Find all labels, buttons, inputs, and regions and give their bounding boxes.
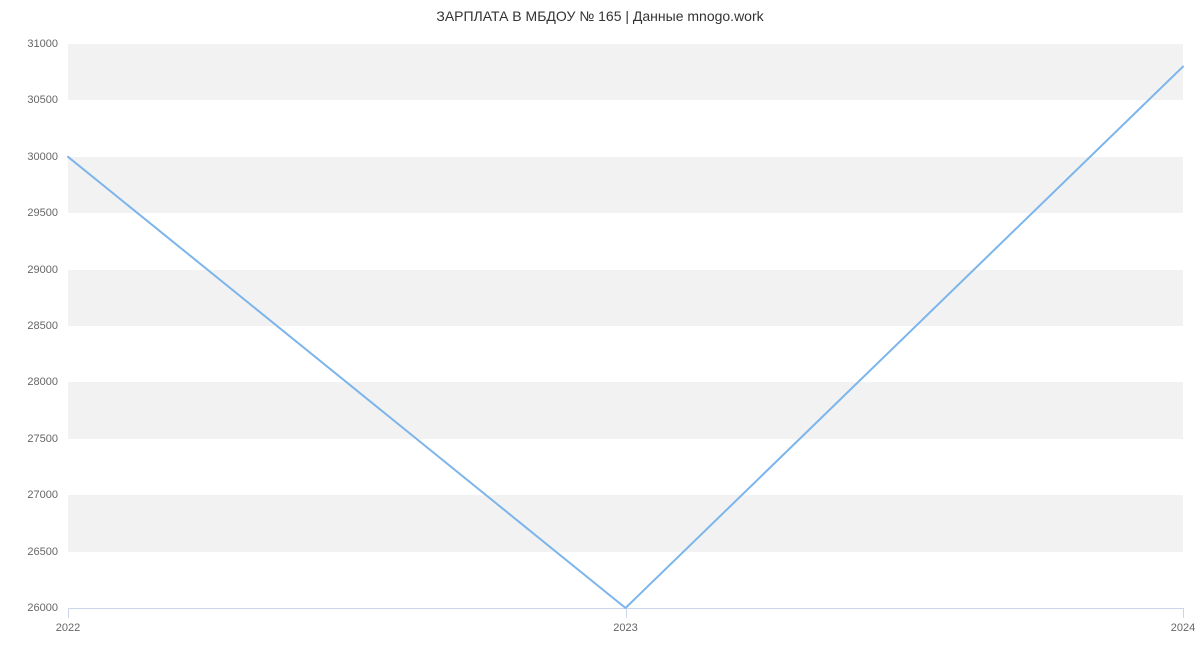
y-axis-label: 27500 (27, 433, 58, 445)
y-axis-label: 30000 (27, 151, 58, 163)
y-axis-label: 31000 (27, 38, 58, 50)
series-line (68, 44, 1183, 608)
y-axis-label: 28500 (27, 320, 58, 332)
plot-area: 2600026500270002750028000285002900029500… (68, 44, 1183, 608)
chart-title: ЗАРПЛАТА В МБДОУ № 165 | Данные mnogo.wo… (0, 8, 1200, 24)
chart-container: ЗАРПЛАТА В МБДОУ № 165 | Данные mnogo.wo… (0, 0, 1200, 650)
y-axis-label: 30500 (27, 94, 58, 106)
x-axis-label: 2022 (56, 622, 80, 634)
y-axis-label: 27000 (27, 489, 58, 501)
x-tick-mark (626, 608, 627, 618)
x-tick-mark (1183, 608, 1184, 618)
x-axis-label: 2024 (1171, 622, 1195, 634)
y-axis-label: 29500 (27, 207, 58, 219)
y-axis-label: 29000 (27, 264, 58, 276)
y-axis-label: 28000 (27, 376, 58, 388)
y-axis-label: 26500 (27, 546, 58, 558)
x-tick-mark (68, 608, 69, 618)
y-axis-label: 26000 (27, 602, 58, 614)
x-axis-label: 2023 (613, 622, 637, 634)
